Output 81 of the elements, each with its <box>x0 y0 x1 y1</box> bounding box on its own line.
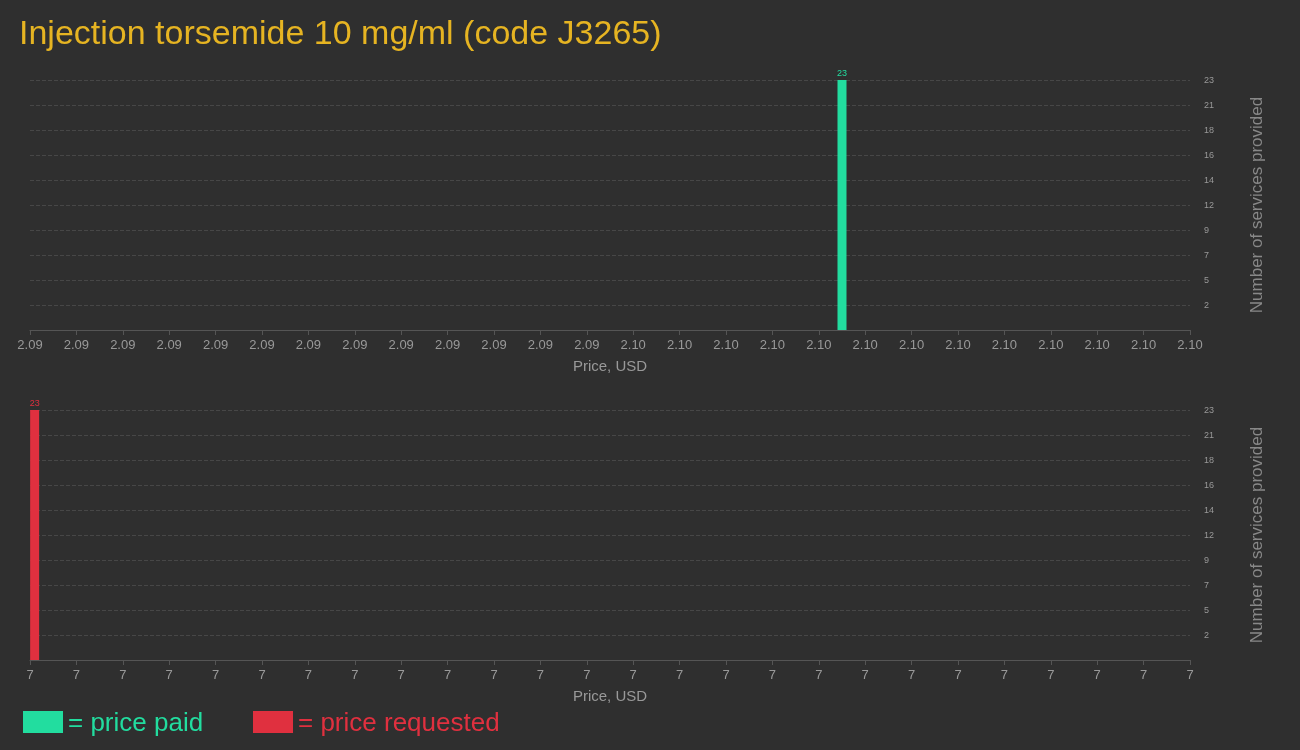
x-tick-label: 7 <box>258 667 266 682</box>
x-tick-label: 2.09 <box>481 337 507 352</box>
x-tick-label: 2.10 <box>620 337 646 352</box>
y-tick-label: 9 <box>1204 555 1210 565</box>
x-tick-label: 2.09 <box>249 337 275 352</box>
y-tick-label: 5 <box>1204 605 1210 615</box>
x-tick-label: 2.10 <box>666 337 693 352</box>
x-tick-label: 7 <box>304 667 313 682</box>
data-label: 23 <box>836 67 848 78</box>
y-axis-title: Number of services provided <box>1247 426 1266 644</box>
x-tick-label: 2.10 <box>1177 337 1203 352</box>
x-tick-label: 7 <box>536 667 545 682</box>
y-tick-label: 16 <box>1204 480 1215 490</box>
x-tick-label: 7 <box>815 667 823 682</box>
y-tick-label: 14 <box>1204 505 1215 515</box>
x-tick-label: 7 <box>722 667 730 682</box>
x-tick-label: 7 <box>1093 667 1101 682</box>
legend-label: = price paid <box>68 707 204 737</box>
x-tick-label: 7 <box>26 667 34 682</box>
x-tick-label: 2.10 <box>945 337 971 352</box>
y-axis-title: Number of services provided <box>1247 96 1266 314</box>
x-tick-label: 2.09 <box>574 337 600 352</box>
x-tick-label: 7 <box>1139 667 1148 682</box>
x-tick-label: 7 <box>397 667 405 682</box>
x-tick-label: 7 <box>490 667 498 682</box>
y-tick-label: 21 <box>1204 100 1215 110</box>
x-tick-label: 2.10 <box>852 337 878 352</box>
y-tick-label: 18 <box>1204 455 1215 465</box>
y-tick-label: 18 <box>1204 125 1215 135</box>
x-tick-label: 2.09 <box>156 337 182 352</box>
x-tick-label: 7 <box>443 667 452 682</box>
x-axis-title: Price, USD <box>572 687 648 704</box>
x-tick-label: 7 <box>72 667 81 682</box>
x-tick-label: 2.09 <box>295 337 322 352</box>
chart-title: Injection torsemide 10 mg/ml (code J3265) <box>19 13 662 51</box>
y-tick-label: 16 <box>1204 150 1215 160</box>
x-tick-label: 2.09 <box>63 337 90 352</box>
y-tick-label: 9 <box>1204 225 1210 235</box>
x-tick-label: 7 <box>1000 667 1009 682</box>
x-tick-label: 7 <box>211 667 220 682</box>
x-tick-label: 7 <box>583 667 591 682</box>
y-tick-label: 2 <box>1204 630 1210 640</box>
y-tick-label: 12 <box>1204 200 1215 210</box>
x-tick-label: 2.10 <box>1038 337 1064 352</box>
x-tick-label: 2.10 <box>1084 337 1110 352</box>
y-tick-label: 21 <box>1204 430 1215 440</box>
x-tick-label: 2.10 <box>759 337 786 352</box>
y-tick-label: 12 <box>1204 530 1215 540</box>
x-tick-label: 2.10 <box>898 337 925 352</box>
x-tick-label: 2.10 <box>1130 337 1157 352</box>
x-tick-label: 2.09 <box>202 337 229 352</box>
y-tick-label: 7 <box>1204 250 1210 260</box>
x-tick-label: 7 <box>1047 667 1055 682</box>
x-tick-label: 7 <box>675 667 684 682</box>
x-tick-label: 7 <box>629 667 637 682</box>
y-tick-label: 7 <box>1204 580 1210 590</box>
x-tick-label: 2.09 <box>342 337 368 352</box>
x-tick-label: 7 <box>351 667 359 682</box>
x-tick-label: 7 <box>768 667 777 682</box>
y-tick-label: 2 <box>1204 300 1210 310</box>
x-tick-label: 2.09 <box>434 337 461 352</box>
x-tick-label: 2.09 <box>110 337 136 352</box>
x-tick-label: 7 <box>954 667 962 682</box>
x-tick-label: 2.10 <box>991 337 1018 352</box>
x-axis-title: Price, USD <box>572 357 648 374</box>
x-tick-label: 7 <box>165 667 173 682</box>
x-tick-label: 7 <box>861 667 869 682</box>
y-tick-label: 5 <box>1204 275 1210 285</box>
y-tick-label: 23 <box>1204 75 1215 85</box>
data-label: 23 <box>29 397 40 408</box>
x-tick-label: 7 <box>907 667 916 682</box>
y-tick-label: 23 <box>1204 405 1215 415</box>
legend-label: = price requested <box>298 707 500 737</box>
x-tick-label: 7 <box>1186 667 1194 682</box>
x-tick-label: 2.09 <box>527 337 554 352</box>
x-tick-label: 2.10 <box>713 337 739 352</box>
x-tick-label: 2.10 <box>806 337 832 352</box>
y-tick-label: 14 <box>1204 175 1215 185</box>
x-tick-label: 2.09 <box>17 337 43 352</box>
x-tick-label: 7 <box>119 667 127 682</box>
x-tick-label: 2.09 <box>388 337 414 352</box>
